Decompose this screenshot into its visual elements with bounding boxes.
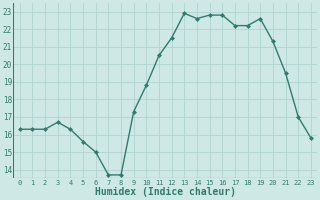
X-axis label: Humidex (Indice chaleur): Humidex (Indice chaleur) — [95, 187, 236, 197]
